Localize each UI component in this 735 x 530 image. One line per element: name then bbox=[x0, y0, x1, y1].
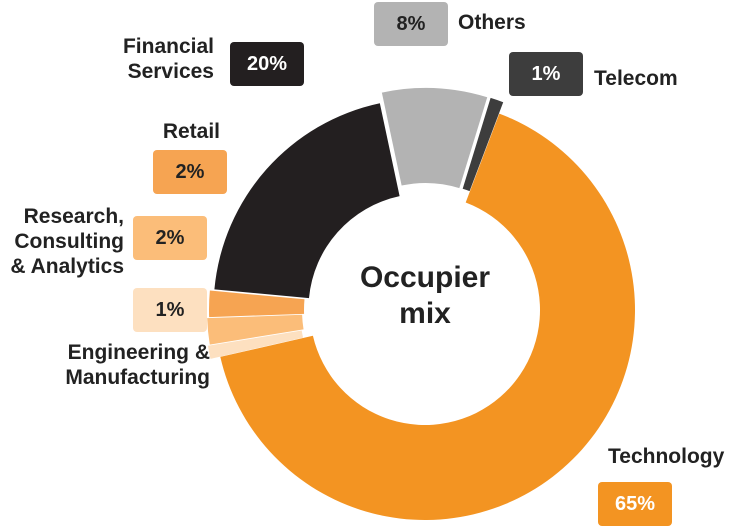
value-badge-others: 8% bbox=[374, 2, 448, 46]
label-engineering-manufacturing: Engineering & Manufacturing bbox=[65, 341, 210, 389]
chart-title: Occupier mix bbox=[359, 261, 491, 330]
label-retail: Retail bbox=[162, 120, 220, 143]
label-financial-services: Financial Services bbox=[122, 35, 214, 83]
value-badge-engineering-manufacturing: 1% bbox=[133, 288, 207, 332]
label-technology: Technology bbox=[608, 445, 725, 468]
slice-retail bbox=[209, 290, 305, 318]
label-others: Others bbox=[458, 11, 526, 34]
slice-engineering-manufacturing bbox=[207, 330, 304, 359]
slice-technology bbox=[220, 113, 636, 521]
label-research-consulting-analytics: Research, Consulting & Analytics bbox=[10, 205, 124, 278]
slice-financial-services bbox=[214, 103, 400, 299]
value-badge-retail: 2% bbox=[153, 150, 227, 194]
value-badge-telecom: 1% bbox=[509, 52, 583, 96]
slice-others bbox=[381, 88, 488, 189]
label-telecom: Telecom bbox=[594, 67, 678, 90]
value-badge-technology: 65% bbox=[598, 482, 672, 526]
donut-hole bbox=[312, 197, 538, 423]
value-badge-financial-services: 20% bbox=[230, 42, 304, 86]
slice-research-consulting-analytics bbox=[207, 314, 304, 345]
slice-telecom bbox=[462, 97, 504, 192]
value-badge-research-consulting-analytics: 2% bbox=[133, 216, 207, 260]
